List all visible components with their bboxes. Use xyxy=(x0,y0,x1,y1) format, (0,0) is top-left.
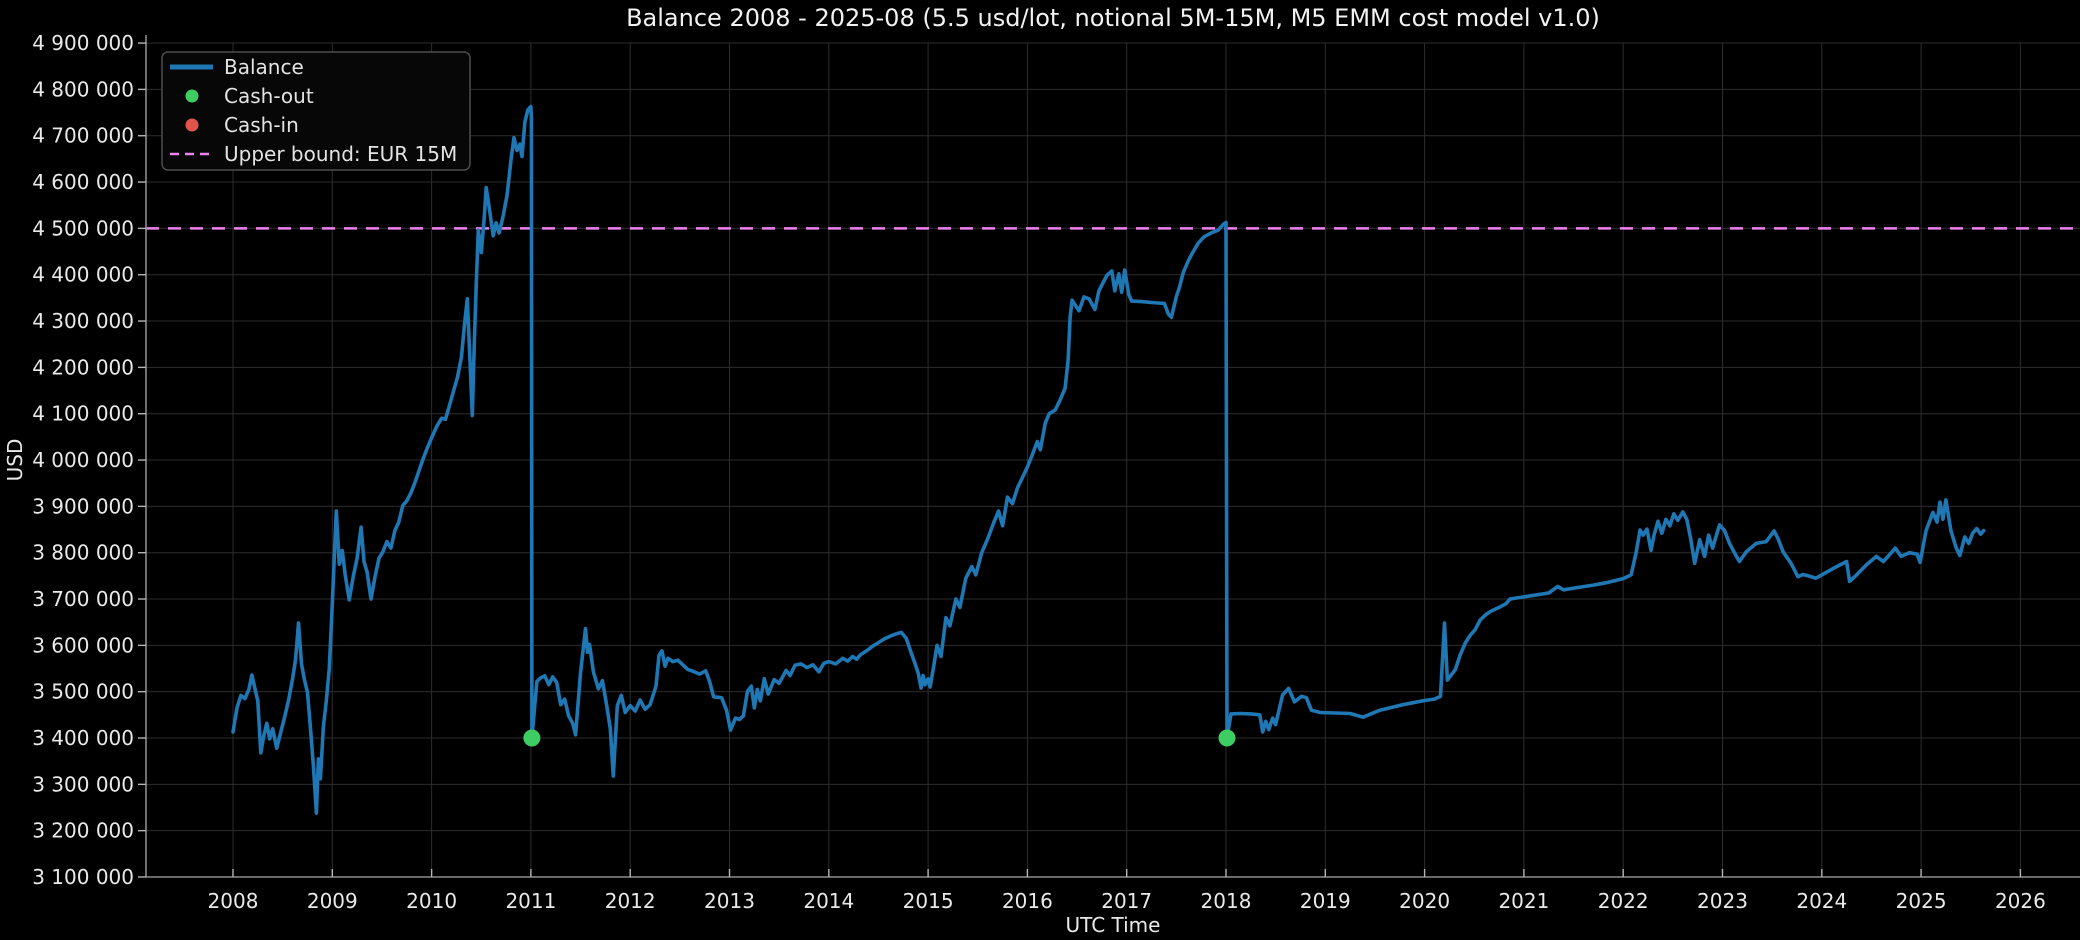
x-tick-label: 2022 xyxy=(1598,889,1649,913)
y-tick-label: 3 400 000 xyxy=(32,726,134,750)
y-tick-label: 4 500 000 xyxy=(32,216,134,240)
y-tick-label: 4 100 000 xyxy=(32,402,134,426)
balance-line-layer xyxy=(231,104,1986,815)
x-tick-label: 2017 xyxy=(1101,889,1152,913)
x-tick-label: 2008 xyxy=(208,889,259,913)
x-tick-label: 2026 xyxy=(1995,889,2046,913)
chart-title: Balance 2008 - 2025-08 (5.5 usd/lot, not… xyxy=(626,4,1600,32)
legend-cash-in-dot-swatch xyxy=(185,118,199,132)
x-axis-label: UTC Time xyxy=(1066,913,1161,937)
x-tick-label: 2021 xyxy=(1498,889,1549,913)
x-tick-label: 2014 xyxy=(803,889,854,913)
legend-cash-out-dot-swatch xyxy=(185,89,199,103)
x-tick-label: 2009 xyxy=(307,889,358,913)
legend-item-cash-out: Cash-out xyxy=(224,84,314,108)
x-tick-label: 2011 xyxy=(505,889,556,913)
x-tick-label: 2016 xyxy=(1002,889,1053,913)
legend: Balance Cash-out Cash-in Upper bound: EU… xyxy=(161,51,471,171)
y-tick-label: 4 600 000 xyxy=(32,170,134,194)
cash-marker-layer xyxy=(523,729,1236,747)
y-tick-label: 3 700 000 xyxy=(32,587,134,611)
x-tick-label: 2024 xyxy=(1796,889,1847,913)
legend-item-cash-in: Cash-in xyxy=(224,113,299,137)
x-tick-label: 2018 xyxy=(1201,889,1252,913)
cash-out-marker xyxy=(1218,729,1236,747)
y-tick-label: 4 400 000 xyxy=(32,263,134,287)
y-tick-label: 3 100 000 xyxy=(32,865,134,889)
x-tick-label: 2019 xyxy=(1300,889,1351,913)
x-tick-label: 2020 xyxy=(1399,889,1450,913)
grid-lines xyxy=(146,42,2080,878)
y-tick-label: 4 800 000 xyxy=(32,77,134,101)
y-tick-label: 4 700 000 xyxy=(32,124,134,148)
y-tick-label: 3 900 000 xyxy=(32,494,134,518)
axes xyxy=(138,35,2080,878)
balance-line xyxy=(231,104,1986,815)
x-tick-label: 2012 xyxy=(605,889,656,913)
y-tick-label: 3 300 000 xyxy=(32,772,134,796)
x-tick-label: 2013 xyxy=(704,889,755,913)
y-axis-label: USD xyxy=(3,439,27,482)
x-tick-label: 2015 xyxy=(903,889,954,913)
y-tick-label: 3 600 000 xyxy=(32,633,134,657)
x-tick-label: 2023 xyxy=(1697,889,1748,913)
legend-item-balance: Balance xyxy=(224,55,304,79)
y-tick-label: 3 800 000 xyxy=(32,541,134,565)
x-tick-label: 2010 xyxy=(406,889,457,913)
y-tick-label: 4 200 000 xyxy=(32,355,134,379)
y-tick-label: 4 900 000 xyxy=(32,31,134,55)
y-tick-label: 3 500 000 xyxy=(32,680,134,704)
tick-labels: 2008 2009 2010 2011 2012 2013 2014 2015 2016 2017… xyxy=(32,31,2046,913)
y-tick-label: 4 300 000 xyxy=(32,309,134,333)
y-tick-label: 4 000 000 xyxy=(32,448,134,472)
legend-item-upper-bound: Upper bound: EUR 15M xyxy=(224,142,457,166)
y-tick-label: 3 200 000 xyxy=(32,819,134,843)
cash-out-marker xyxy=(523,729,541,747)
legend-box xyxy=(161,51,471,171)
x-tick-label: 2025 xyxy=(1896,889,1947,913)
